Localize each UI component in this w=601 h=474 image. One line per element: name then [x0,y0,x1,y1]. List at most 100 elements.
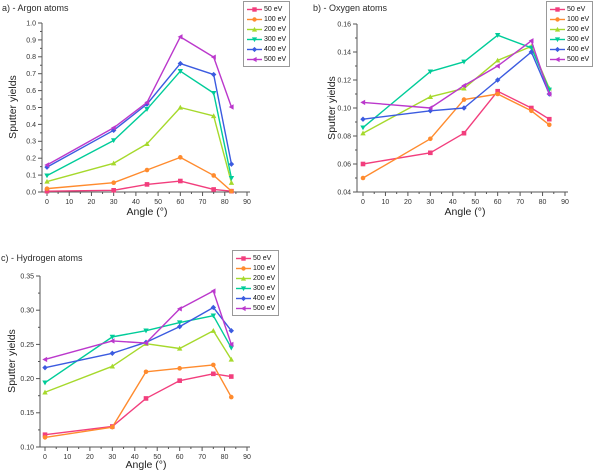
svg-text:70: 70 [199,199,207,206]
legend-label: 500 eV [264,55,287,63]
legend-label: 300 eV [253,284,276,292]
series-50-ev [42,371,234,437]
svg-text:0.6: 0.6 [26,88,36,95]
data-point-marker [177,104,184,110]
legend-label: 100 eV [253,264,276,272]
svg-text:20: 20 [86,454,94,461]
series-400-ev [44,60,235,170]
data-point-marker [546,116,552,122]
data-point-marker [210,71,217,78]
data-point-marker [42,389,48,395]
data-point-marker [461,85,467,91]
data-point-marker [177,34,183,40]
svg-text:0.1: 0.1 [26,173,36,180]
y-axis-label: Sputter yields [326,76,338,140]
data-point-marker [144,101,150,107]
legend-entry: 500 eV [236,303,275,313]
data-point-marker [360,175,366,181]
legend-label: 200 eV [264,25,287,33]
svg-text:10: 10 [382,199,390,206]
triangle-down-legend-icon [550,36,565,42]
svg-text:0.15: 0.15 [20,410,34,417]
data-point-marker [143,328,149,334]
svg-text:0.2: 0.2 [26,156,36,163]
data-point-marker [177,366,182,371]
legend-entry: 300 eV [247,34,286,44]
legend-entry: 100 eV [550,14,589,24]
legend-entry: 300 eV [236,283,275,293]
svg-text:40: 40 [132,199,140,206]
data-point-marker [228,104,234,110]
data-point-marker [176,345,183,351]
triangle-left-legend-icon [236,305,251,311]
legend-entry: 50 eV [247,4,286,14]
series-500-ev [360,38,552,111]
data-point-marker [529,105,534,111]
svg-text:0.3: 0.3 [26,139,36,146]
legend-label: 50 eV [567,5,586,13]
tick-marks [38,22,248,196]
data-point-marker [528,38,534,44]
legend-label: 200 eV [253,274,276,282]
legend-entry: 50 eV [550,4,589,14]
data-point-marker [461,105,467,111]
tick-labels: 0.04 0.06 0.08 0.10 0.12 0.14 0.16 0 10 20 30 40 50 6… [337,21,569,206]
legend-entry: 500 eV [247,54,286,64]
data-point-marker [228,180,235,185]
y-axis-label: Sputter yields [6,329,18,393]
data-point-marker [44,178,50,184]
svg-text:30: 30 [108,454,116,461]
data-point-marker [143,396,149,401]
data-point-marker [494,57,501,63]
legend-label: 500 eV [567,55,590,63]
data-point-marker [228,328,234,334]
svg-text:0.08: 0.08 [337,133,351,140]
square-legend-icon [247,6,262,12]
series-100-ev [44,155,234,194]
data-point-marker [109,338,115,344]
svg-text:0.9: 0.9 [26,37,36,44]
legend-label: 200 eV [567,25,590,33]
x-axis-label: Angle (°) [126,206,168,218]
data-point-marker [110,138,117,144]
svg-text:30: 30 [110,199,118,206]
data-point-marker [228,394,234,400]
legend-label: 500 eV [253,304,276,312]
data-point-marker [111,180,116,186]
tick-marks [36,275,248,451]
triangle-down-legend-icon [247,36,262,42]
svg-text:0.8: 0.8 [26,54,36,61]
data-point-marker [360,161,366,167]
data-point-marker [529,108,534,114]
legend-entry: 100 eV [236,263,275,273]
legend-entry: 300 eV [550,34,589,44]
data-point-marker [177,60,184,67]
svg-text:0.10: 0.10 [337,105,351,112]
data-point-marker [494,77,501,83]
data-point-marker [494,33,501,38]
legend-label: 100 eV [567,15,590,23]
data-point-marker [494,63,500,69]
svg-text:40: 40 [449,199,457,206]
svg-text:0.4: 0.4 [26,122,36,129]
legend-label: 50 eV [253,254,272,262]
triangle-left-legend-icon [550,56,565,62]
data-point-marker [427,69,434,75]
data-point-marker [211,362,216,368]
data-point-marker [210,313,217,319]
data-point-marker [110,127,117,134]
data-point-marker [211,371,216,377]
triangle-left-legend-icon [247,56,262,62]
svg-text:0.7: 0.7 [26,71,36,78]
data-point-marker [144,182,150,187]
legend-label: 50 eV [264,5,283,13]
data-point-marker [210,288,216,294]
legend-entry: 200 eV [236,273,275,283]
data-point-marker [109,350,116,356]
data-point-marker [111,188,116,193]
data-point-marker [109,363,116,369]
data-point-marker [44,173,50,179]
chart-argon: 0.0 0.1 0.2 0.3 0.4 0.5 0.6 0.7 0.8 0.9 1.0 0 10 20 30… [0,0,300,237]
data-point-marker [546,122,552,128]
